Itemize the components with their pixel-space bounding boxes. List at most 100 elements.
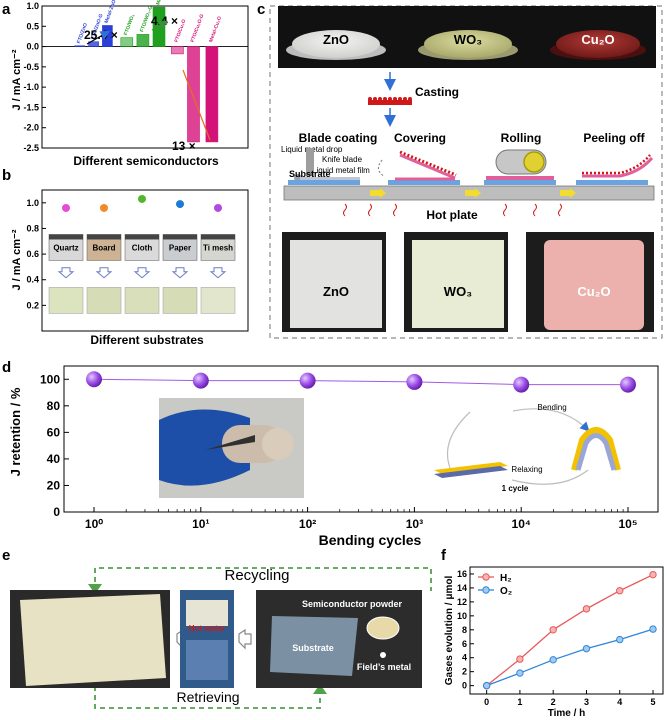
- panel-b-point-5: [214, 203, 222, 212]
- panel-f-ytick-label: 0: [462, 681, 467, 691]
- substrate-4: [576, 180, 648, 185]
- covering-film: [395, 153, 456, 181]
- label-semiconductor-powder: Semiconductor powder: [302, 599, 403, 609]
- substrate-1: [288, 180, 360, 185]
- panel-d-xtick-label: 10⁴: [512, 517, 531, 531]
- panel-a-ytick-label: 0.0: [26, 42, 39, 52]
- panel-d-axes-frame: [63, 365, 659, 513]
- covering-particles: [399, 150, 457, 177]
- panel-f-xtick-label: 1: [517, 697, 522, 707]
- roller-end: [523, 151, 545, 173]
- knife-blade: [306, 148, 314, 176]
- powder-label-zno: ZnO: [323, 32, 349, 47]
- panel-d-point-3: [299, 372, 316, 389]
- panel-f-point-o2: [616, 635, 624, 644]
- bending-photo: [159, 398, 304, 498]
- powder-zno: ZnO: [286, 30, 386, 60]
- panel-letter-b: b: [2, 167, 11, 184]
- panel-b-ytick-label: 0.8: [26, 223, 39, 233]
- film-photo-wo3: [412, 240, 504, 328]
- panel-b-photo-topbar: [201, 234, 235, 240]
- panel-b-down-arrow: [95, 267, 113, 279]
- label-hot-water: Hot water: [189, 624, 225, 633]
- arrow-right-2: [238, 628, 252, 650]
- step-blade-coating: Blade coating: [299, 131, 378, 145]
- panel-letter-e: e: [2, 547, 10, 564]
- panel-b-point-3: [138, 194, 146, 203]
- powder-dish: [366, 616, 400, 640]
- label-knife-blade: Knife blade: [322, 155, 363, 164]
- panel-a-ytick-label: -2.5: [23, 143, 39, 153]
- label-hot-plate: Hot plate: [426, 208, 478, 222]
- panel-f-ytick-label: 16: [457, 569, 467, 579]
- panel-f-point-o2: [549, 656, 557, 664]
- panel-a-ytick-label: 1.0: [26, 1, 39, 11]
- panel-b-film-photo: [124, 287, 160, 314]
- panel-b-down-arrow: [133, 267, 151, 279]
- film-photo-zno: [290, 240, 382, 328]
- peeling-film: [582, 157, 654, 178]
- panel-d-xtick-label: 10²: [299, 517, 316, 531]
- panel-a-ytick-label: -0.5: [23, 62, 39, 72]
- panel-a-bar-label: FTO/Cu₂O-G: [190, 13, 206, 43]
- panel-d-ylabel: J retention / %: [8, 387, 23, 476]
- panel-f-point-h2: [516, 655, 524, 663]
- panel-b-ytick-label: 1.0: [26, 198, 39, 208]
- panel-a-bar-label: FTO/WO₃: [123, 13, 136, 37]
- panel-f-ylabel: Gases evolution / μmol: [444, 576, 455, 686]
- panel-f-legend-label: O₂: [500, 586, 512, 597]
- panel-f-point-o2: [516, 669, 524, 677]
- panel-d-point-2: [192, 372, 209, 389]
- panel-f-legend-marker: [482, 573, 490, 581]
- panel-f-xtick-label: 2: [551, 697, 556, 707]
- panel-b-axes-frame: [41, 189, 249, 332]
- panel-d: d 0 20 40 60 80 100 10⁰ 10¹ 10² 10³ 10⁴ 10⁵ J reten…: [2, 359, 659, 548]
- panel-d-xtick-label: 10⁵: [619, 517, 638, 531]
- fields-metal-ball: [380, 652, 386, 658]
- panel-b-film-photo: [86, 287, 122, 314]
- bending-schematic: Bending Relaxing 1 cycle: [434, 403, 621, 493]
- film-label-wo3: WO₃: [444, 284, 472, 299]
- panel-b-film-photo: [48, 287, 84, 314]
- panel-a-bar-4: [120, 37, 134, 47]
- panel-c: c ZnO WO₃ Cu₂O Casting Blade coating Cov…: [257, 1, 663, 339]
- panel-b-down-arrow: [57, 267, 75, 279]
- panel-b-ylabel: J / mA cm⁻²: [11, 229, 23, 290]
- panel-b-photo-topbar: [49, 234, 83, 240]
- panel-a-bar-2: [88, 41, 99, 47]
- panel-d-point-5: [513, 376, 530, 393]
- casting-film: [368, 100, 412, 105]
- powder-label-wo3: WO₃: [454, 32, 482, 47]
- panel-d-ytick-label: 0: [53, 505, 60, 519]
- rolling-film: [486, 176, 554, 180]
- panel-f-point-h2: [616, 587, 624, 595]
- panel-f-legend-label: H₂: [500, 573, 512, 584]
- panel-f-xtick-label: 0: [484, 697, 489, 707]
- panel-f-point-o2: [482, 681, 491, 690]
- panel-d-xtick-label: 10¹: [192, 517, 209, 531]
- panel-b-down-arrow: [171, 267, 189, 279]
- panel-f-axes-frame: [469, 566, 664, 695]
- hot-water-bath: [186, 640, 228, 680]
- panel-letter-d: d: [2, 359, 11, 376]
- panel-d-ytick-label: 100: [40, 372, 60, 386]
- panel-a-ylabel: J / mA cm⁻²: [11, 49, 23, 110]
- heat-waves: [343, 203, 562, 217]
- panel-a-bar-9: [205, 46, 219, 143]
- panel-d-xtick-label: 10³: [406, 517, 423, 531]
- retrieving-arrowhead: [313, 684, 327, 694]
- panel-b-ytick-label: 0.4: [26, 275, 39, 285]
- panel-b-substrate-label: Board: [92, 243, 115, 252]
- panel-a-ytick-label: -1.5: [23, 102, 39, 112]
- casting-label: Casting: [415, 85, 459, 99]
- panel-b-substrate-label: Cloth: [132, 243, 153, 252]
- panel-d-ytick-label: 40: [47, 452, 61, 466]
- panel-b-plot: 0.2 0.4 0.6 0.8 1.0 Quartz Board Cloth Paper Ti m…: [26, 189, 249, 332]
- panel-f-ytick-label: 6: [462, 639, 467, 649]
- arrow-zno: [86, 30, 111, 45]
- label-substrate: Substrate: [289, 169, 331, 179]
- panel-d-plot: 0 20 40 60 80 100 10⁰ 10¹ 10² 10³ 10⁴ 10⁵: [40, 365, 659, 531]
